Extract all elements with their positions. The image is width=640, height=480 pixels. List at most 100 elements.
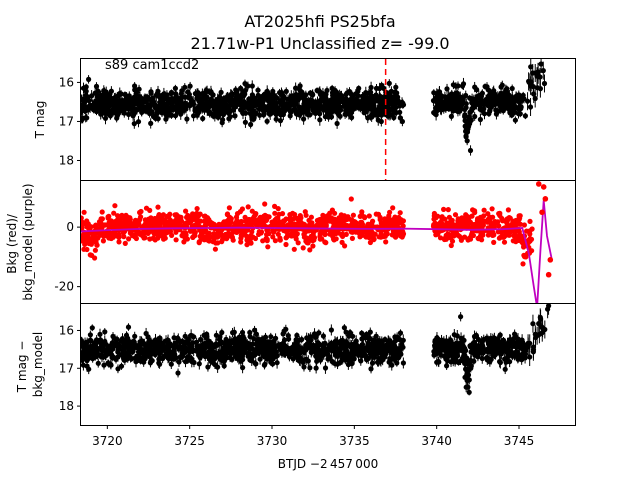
data-point (274, 360, 280, 366)
data-point (86, 98, 92, 104)
data-point (521, 222, 528, 228)
data-point (392, 89, 398, 95)
data-point (198, 336, 204, 343)
data-point (294, 332, 300, 338)
data-point (393, 100, 399, 106)
data-point (527, 231, 533, 237)
y-tick-label: -20 (54, 280, 74, 294)
data-point (333, 96, 339, 102)
clipped-marks (81, 304, 552, 396)
data-point (481, 207, 487, 213)
data-point (345, 216, 351, 222)
data-point (103, 230, 109, 236)
data-point (219, 120, 225, 126)
data-point (342, 222, 348, 229)
data-point (125, 324, 132, 330)
data-point (142, 235, 148, 241)
data-point (238, 239, 244, 245)
data-point (509, 95, 515, 101)
data-point (291, 246, 297, 252)
data-point (194, 206, 200, 212)
data-point (460, 98, 466, 104)
data-point (332, 228, 338, 234)
data-point (190, 234, 196, 240)
data-point (264, 231, 270, 238)
data-point (124, 95, 130, 101)
data-point (302, 222, 308, 228)
data-point (122, 220, 128, 226)
data-point (220, 236, 226, 242)
data-point (283, 216, 289, 222)
data-point (383, 92, 389, 98)
data-point (393, 95, 399, 101)
data-point (91, 101, 97, 107)
data-point (503, 92, 509, 98)
data-point (441, 103, 447, 109)
data-point (99, 209, 105, 215)
data-point (174, 107, 180, 113)
data-point (195, 218, 201, 224)
data-point (329, 97, 335, 103)
data-point (127, 99, 133, 105)
data-point (290, 210, 296, 216)
data-point (392, 109, 398, 115)
data-point (339, 239, 345, 245)
data-point (455, 224, 461, 230)
data-point (463, 212, 469, 218)
data-point (160, 97, 166, 103)
data-point (431, 90, 437, 96)
data-point (81, 103, 87, 109)
data-point (151, 221, 157, 228)
data-point (260, 216, 266, 222)
data-point (501, 239, 508, 245)
data-point (96, 106, 102, 112)
data-point (476, 224, 482, 230)
data-point (295, 240, 301, 246)
data-point (527, 236, 533, 242)
data-point (471, 98, 477, 104)
data-point (117, 100, 123, 106)
data-point (116, 234, 122, 240)
data-point (449, 238, 456, 244)
data-point (226, 105, 232, 111)
data-point (353, 104, 359, 110)
data-point (271, 229, 277, 235)
data-point (287, 96, 293, 102)
data-point (127, 216, 133, 222)
data-point (271, 95, 277, 101)
data-point (299, 94, 306, 100)
data-point (446, 235, 452, 241)
data-point (441, 206, 447, 212)
data-point (328, 327, 334, 333)
y-tick-label: 18 (59, 153, 74, 167)
data-point (462, 112, 468, 118)
data-point (134, 100, 140, 106)
data-point (239, 100, 245, 107)
data-point (431, 110, 437, 116)
data-point (359, 219, 365, 225)
data-point (273, 111, 279, 118)
data-point (120, 230, 127, 236)
data-point (155, 116, 161, 122)
data-point (390, 205, 396, 211)
data-point (187, 103, 193, 109)
data-point (538, 61, 544, 67)
data-point (81, 231, 87, 237)
bkg-outlier-point (535, 181, 542, 187)
data-point (138, 106, 144, 112)
data-point (201, 213, 207, 219)
data-point (472, 113, 478, 120)
data-point (95, 88, 101, 94)
data-point (136, 217, 142, 224)
data-point (393, 234, 399, 240)
data-point (112, 203, 118, 209)
data-point (335, 111, 341, 117)
data-point (81, 97, 83, 103)
data-point (322, 215, 328, 221)
data-point (183, 208, 189, 214)
data-point (493, 111, 499, 117)
data-point (311, 237, 317, 243)
data-point (383, 239, 389, 245)
data-point (318, 229, 324, 235)
data-point (528, 64, 534, 70)
